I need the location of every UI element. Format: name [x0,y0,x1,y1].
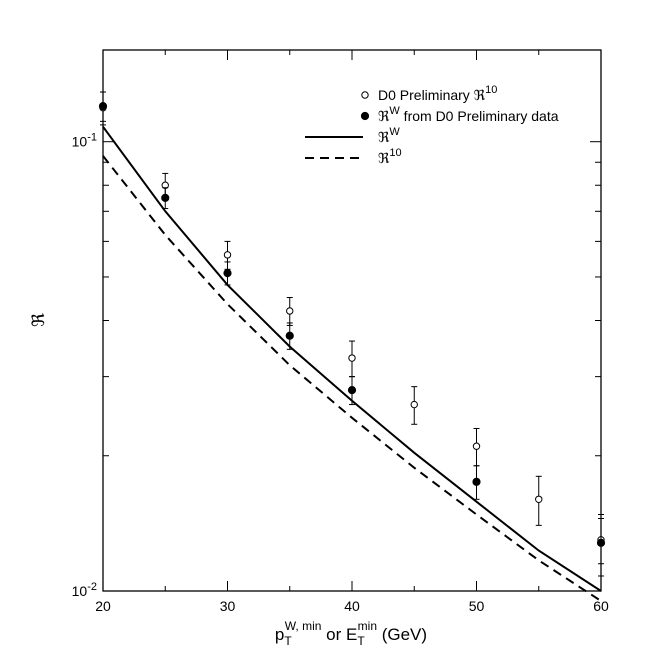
data-point-open [348,354,356,362]
series-line-solid [102,126,602,592]
x-tick-label: 50 [469,598,485,614]
series-line-dashed [102,155,602,602]
x-tick-label: 30 [220,598,236,614]
data-point-filled [596,538,606,547]
data-point-filled [223,268,232,278]
data-point-open [286,307,294,315]
series-layer [98,91,606,602]
legend-marker-open [361,91,369,99]
data-point-filled [98,102,108,111]
legend-label: D0 Preliminary ℜ10 [378,84,497,103]
data-point-filled [347,385,357,395]
legend-label: ℜ10 [378,147,402,166]
x-tick-label: 40 [344,598,360,614]
legend-label: ℜW from D0 Preliminary data [378,105,559,124]
data-point-filled [472,477,481,486]
y-tick-label: 10-2 [72,581,97,599]
data-point-open [410,400,418,409]
axis-labels: pTW, min or ETmin (GeV) ℜ [29,313,427,648]
y-tick-label: 10-1 [72,132,97,150]
data-point-open [535,495,543,503]
x-tick-label: 60 [593,598,609,614]
x-axis-label: pTW, min or ETmin (GeV) [275,619,427,648]
data-point-filled [161,193,170,202]
axis-ticks [102,50,602,592]
legend: D0 Preliminary ℜ10 ℜW from D0 Preliminary… [305,84,559,166]
legend-marker-filled [360,111,370,121]
data-point-filled [285,331,294,340]
data-point-open [472,442,481,450]
y-axis-label: ℜ [29,313,48,327]
x-tick-label: 20 [95,598,111,614]
tick-labels: 20 30 40 50 60 10-2 10-1 [72,132,609,614]
plot-frame [102,49,602,592]
data-point-open [223,251,232,259]
legend-label: ℜW [378,126,400,145]
